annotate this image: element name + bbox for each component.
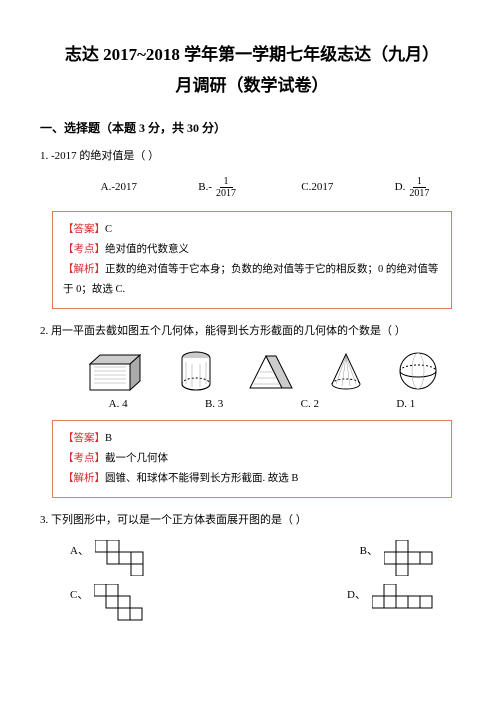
q2-point: 【考点】截一个几何体 [63, 449, 441, 469]
prism-icon [246, 352, 296, 392]
q1-options: A.-2017 B.- 1 2017 C.2017 D. 1 2017 [70, 176, 464, 199]
q3-row-1: A、 B、 [70, 540, 444, 576]
q2-answer: 【答案】B [63, 429, 441, 449]
net-d-icon [372, 584, 444, 614]
q2-option-labels: A. 4 B. 3 C. 2 D. 1 [70, 398, 454, 410]
fraction-icon: 1 2017 [405, 176, 433, 199]
q1-option-b: B.- 1 2017 [198, 176, 240, 199]
title-line-2: 月调研（数学试卷） [40, 71, 464, 102]
q1-option-a: A.-2017 [101, 181, 137, 193]
q3-option-a: A、 [70, 540, 167, 576]
q1-point: 【考点】绝对值的代数意义 [63, 240, 441, 260]
fraction-icon: 1 2017 [212, 176, 240, 199]
q2-label-c: C. 2 [301, 398, 319, 410]
q2-answer-box: 【答案】B 【考点】截一个几何体 【解析】圆锥、和球体不能得到长方形截面. 故选… [52, 420, 452, 498]
q1-answer: 【答案】C [63, 220, 441, 240]
q2-text: 2. 用一平面去截如图五个几何体，能得到长方形截面的几何体的个数是（ ） [40, 323, 464, 341]
q3-text: 3. 下列图形中，可以是一个正方体表面展开图的是（ ） [40, 512, 464, 530]
sphere-icon [397, 350, 439, 392]
section-1-heading: 一、选择题（本题 3 分，共 30 分） [40, 119, 464, 136]
cone-icon [326, 350, 366, 392]
net-a-icon [95, 540, 167, 576]
title-line-1: 志达 2017~2018 学年第一学期七年级志达（九月） [40, 40, 464, 71]
q1-option-d: D. 1 2017 [395, 176, 434, 199]
q3-row-2: C、 D、 [70, 584, 444, 632]
cylinder-icon [176, 350, 216, 392]
q3-option-c: C、 [70, 584, 154, 632]
q1-explain: 【解析】正数的绝对值等于它本身；负数的绝对值等于它的相反数；0 的绝对值等于 0… [63, 260, 441, 300]
q2-shapes [70, 350, 454, 392]
q2-explain: 【解析】圆锥、和球体不能得到长方形截面. 故选 B [63, 469, 441, 489]
cuboid-icon [85, 352, 145, 392]
net-c-icon [94, 584, 154, 632]
q2-label-a: A. 4 [109, 398, 128, 410]
q2-label-b: B. 3 [205, 398, 223, 410]
q1-answer-box: 【答案】C 【考点】绝对值的代数意义 【解析】正数的绝对值等于它本身；负数的绝对… [52, 211, 452, 309]
q1-text: 1. -2017 的绝对值是（ ） [40, 148, 464, 166]
q2-label-d: D. 1 [396, 398, 415, 410]
q3-option-d: D、 [347, 584, 444, 632]
q1-option-c: C.2017 [301, 181, 333, 193]
net-b-icon [384, 540, 444, 576]
q3-option-b: B、 [360, 540, 444, 576]
page-title: 志达 2017~2018 学年第一学期七年级志达（九月） 月调研（数学试卷） [40, 40, 464, 101]
